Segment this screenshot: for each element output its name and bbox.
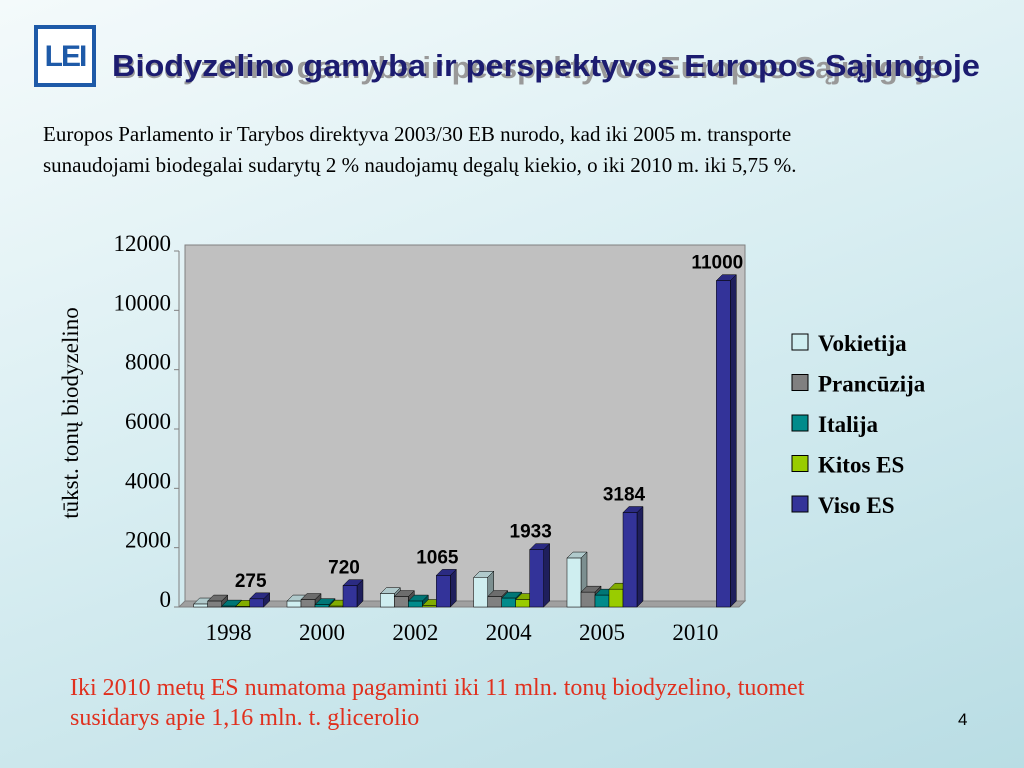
page-number: 4 [958,710,967,729]
bar [221,605,236,608]
legend-label: Kitos ES [818,453,904,478]
y-tick-label: 6000 [125,409,171,434]
legend-label: Viso ES [818,493,894,518]
bar [529,549,544,608]
value-label: 720 [328,558,360,579]
bar [328,605,344,608]
bar [380,593,395,608]
bar [716,280,731,608]
bar [473,577,488,608]
bar [622,512,638,608]
bar [249,598,264,608]
x-tick-label: 1998 [206,620,252,645]
intro-line: Europos Parlamento ir Tarybos direktyva … [43,122,791,146]
title-shadow: Biodyzelino gamyba ir perspektyvos Europ… [114,50,943,85]
bar [207,600,222,608]
bar [394,596,409,608]
bar-side [730,274,737,608]
legend-swatch [791,374,809,391]
x-tick-label: 2002 [392,620,438,645]
bar [314,604,330,608]
intro-line: sunaudojami biodegalai sudarytų 2 % naud… [43,153,797,177]
x-tick-label: 2004 [486,620,533,645]
y-tick-label: 12000 [114,231,172,256]
bar [342,585,358,608]
bar [422,605,437,608]
logo-text: LEI [45,40,86,73]
y-tick-label: 2000 [125,528,171,553]
legend-swatch [791,495,809,513]
y-tick-label: 0 [160,587,172,612]
legend-label: Italija [818,412,879,437]
legend-swatch [791,333,809,351]
bar-side [543,543,550,608]
value-label: 275 [235,571,267,592]
value-label: 1065 [416,547,459,568]
legend-label: Prancūzija [818,372,926,397]
legend-label: Vokietija [818,331,907,356]
x-tick-label: 2005 [579,620,625,645]
bar [436,575,451,608]
bar [501,597,516,608]
value-label: 11000 [691,253,743,274]
value-label: 3184 [603,485,646,506]
conclusion-line: susidarys apie 1,16 mln. t. glicerolio [70,705,419,731]
logo-inner [38,29,92,83]
bar [300,599,316,608]
bar-side [636,505,644,608]
bar [608,588,624,608]
bar [566,557,582,608]
bar [515,599,530,608]
title: Biodyzelino gamyba ir perspektyvos Europ… [112,48,980,83]
bar [408,600,423,608]
bar-side [450,568,457,608]
legend-swatch [791,455,809,472]
bar [580,591,596,608]
y-tick-label: 10000 [114,290,172,315]
y-tick-label: 4000 [125,468,171,493]
bar [235,606,250,608]
value-label: 1933 [510,522,552,543]
bar [487,596,502,608]
x-tick-label: 2010 [672,620,718,645]
y-axis-label: tūkst. tonų biodyzelino [58,307,83,518]
conclusion-line: Iki 2010 metų ES numatoma pagaminti iki … [70,675,805,701]
bar [286,600,302,608]
y-tick-label: 8000 [125,350,171,375]
plot-back [184,244,746,602]
bar [594,594,610,608]
x-tick-label: 2000 [299,620,345,645]
bar [193,603,208,608]
legend-swatch [791,414,809,432]
